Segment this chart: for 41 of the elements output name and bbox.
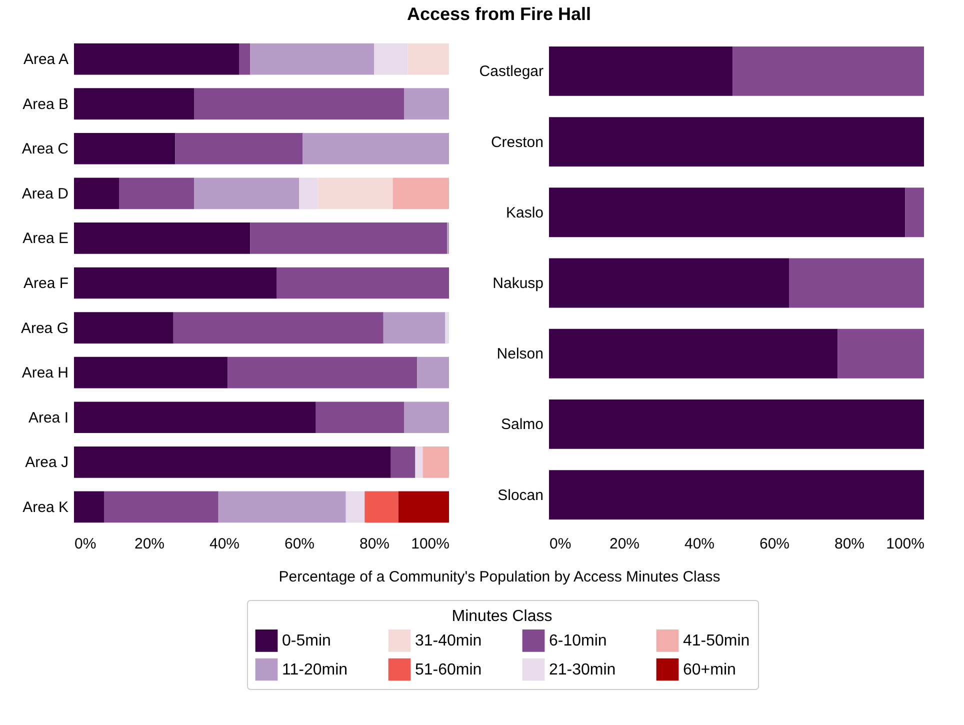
x-tick-label: 0% [74,536,96,552]
y-tick-label: Area J [25,454,68,472]
x-tick-label: 20% [609,536,640,552]
x-tick-label: 100% [411,536,450,552]
y-tick-label: Area C [22,140,69,158]
x-tick-label: 60% [284,536,315,552]
y-tick-label: Area F [23,275,68,292]
x-axis-title: Percentage of a Community's Population by Access Minutes Class [278,568,720,586]
x-tick-label: 40% [209,536,240,552]
legend-label: 21-30min [549,662,616,678]
y-tick-label: Area G [20,320,68,337]
legend-label: 0-5min [282,632,331,650]
y-tick-label: Area E [22,230,68,248]
y-tick-label: Slocan [498,486,544,504]
y-tick-label: Area K [22,498,68,516]
x-tick-label: 40% [684,536,715,552]
x-tick-label: 0% [550,536,572,552]
legend-label: 41-50min [683,632,750,650]
legend-label: 51-60min [415,662,482,678]
y-tick-label: Creston [490,134,544,151]
y-tick-label: Area H [22,364,68,382]
x-tick-label: 60% [759,536,790,552]
legend-label: 31-40min [415,632,482,650]
x-tick-label: 100% [886,536,924,552]
text: Access from Fire Hall [406,4,592,24]
x-tick-label: 80% [359,536,390,552]
legend-title: Minutes Class [452,608,552,625]
y-tick-label: Salmo [500,416,544,434]
y-tick-label: Castlegar [479,63,544,80]
y-tick-label: Nelson [496,346,544,363]
y-tick-label: Area I [28,409,68,426]
legend-label: 60+min [683,662,736,678]
y-tick-label: Area A [23,51,68,68]
x-tick-label: 20% [134,536,165,552]
x-tick-label: 80% [834,536,865,552]
y-tick-label: Area D [22,185,69,202]
y-tick-label: Kaslo [506,204,544,222]
legend-label: 6-10min [549,632,607,650]
legend-label: 11-20min [282,662,348,678]
y-tick-label: Area B [22,96,68,113]
y-tick-label: Nakusp [492,275,544,292]
